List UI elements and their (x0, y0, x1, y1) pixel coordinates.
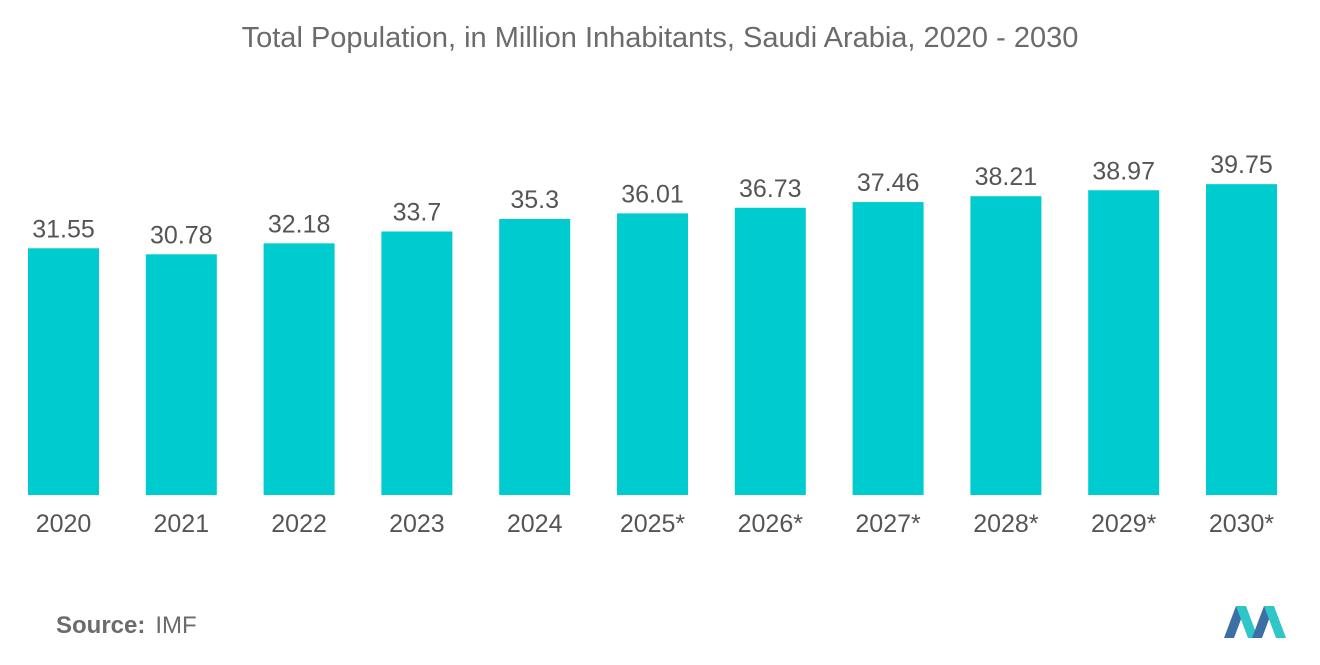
bar-chart: 31.55 2020 30.78 2021 32.18 2022 33.7 2023 35.3 2… (28, 151, 1277, 538)
data-label: 38.21 (975, 163, 1038, 191)
x-tick-label: 2022 (271, 510, 327, 538)
x-tick-label: 2029* (1091, 510, 1157, 538)
x-tick-label: 2024 (507, 510, 563, 538)
data-label: 35.3 (510, 186, 559, 214)
x-tick-label: 2026* (738, 510, 804, 538)
chart-title: Total Population, in Million Inhabitants… (241, 22, 1079, 54)
data-label: 30.78 (150, 221, 213, 249)
bar-2023 (381, 231, 453, 495)
data-label: 37.46 (857, 169, 920, 197)
brand-logo-icon (1224, 606, 1286, 638)
data-label: 38.97 (1092, 157, 1155, 185)
x-tick-label: 2021 (153, 510, 209, 538)
x-tick-label: 2028* (973, 510, 1039, 538)
x-tick-label: 2020 (36, 510, 92, 538)
bar-2027* (852, 202, 924, 495)
data-label: 33.7 (393, 198, 442, 226)
bar-2030* (1206, 184, 1277, 495)
bar-2025* (617, 213, 688, 495)
source-line: Source: IMF (56, 612, 197, 640)
bar-2029* (1088, 190, 1160, 496)
data-label: 32.18 (268, 210, 331, 238)
x-tick-label: 2027* (855, 510, 921, 538)
bar-2026* (734, 207, 806, 495)
data-label: 36.01 (621, 180, 684, 208)
source-value: IMF (155, 612, 197, 639)
bar-2020 (28, 248, 99, 495)
x-tick-label: 2025* (620, 510, 686, 538)
x-tick-label: 2023 (389, 510, 445, 538)
data-label: 31.55 (32, 215, 95, 243)
source-label: Source: (56, 612, 146, 639)
x-tick-label: 2030* (1209, 510, 1275, 538)
bar-2021 (145, 254, 217, 495)
bar-2022 (263, 243, 335, 495)
data-label: 39.75 (1210, 151, 1273, 179)
bar-2024 (499, 218, 571, 496)
data-label: 36.73 (739, 175, 802, 203)
bar-2028* (970, 196, 1042, 495)
